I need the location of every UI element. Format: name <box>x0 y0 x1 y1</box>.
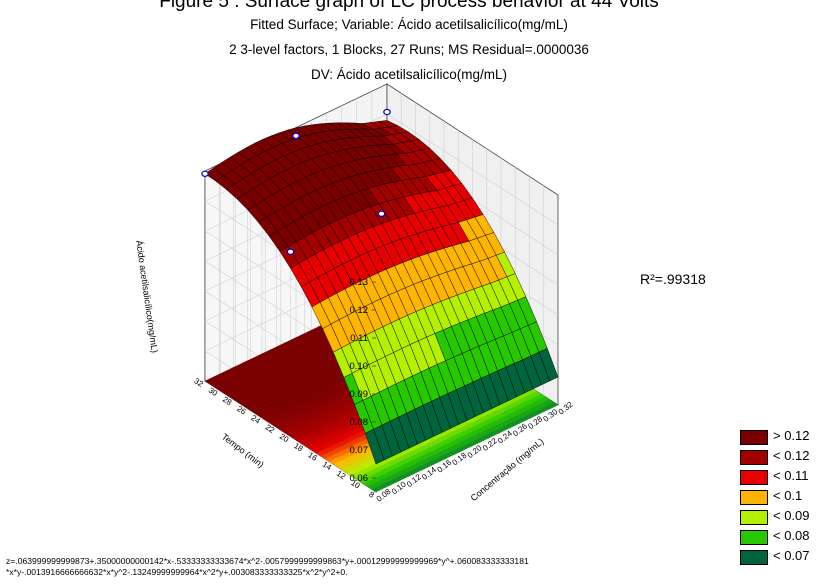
legend-label: < 0.07 <box>773 548 810 563</box>
observed-point <box>377 210 386 217</box>
legend-swatch <box>740 550 768 565</box>
grid-line <box>386 113 559 226</box>
z-tick-label: 0.08 <box>350 417 369 428</box>
fitted-surface <box>204 120 559 465</box>
observed-point <box>201 170 209 177</box>
chart-title-line-3: DV: Ácido acetilsalicílico(mg/mL) <box>310 67 508 82</box>
legend-label: < 0.11 <box>773 468 809 483</box>
equation-line-2: *x*y-.0013916666666632*x*y^2-.1324999999… <box>6 567 348 577</box>
z-tick-label: 0.13 <box>350 277 369 288</box>
legend-label: < 0.12 <box>773 448 810 463</box>
x-tick-label: 8 <box>367 490 376 500</box>
x-tick-label: 32 <box>192 376 205 389</box>
legend-swatch <box>740 510 768 525</box>
observed-point <box>286 248 295 255</box>
chart-title-line-1: Fitted Surface; Variable: Ácido acetilsa… <box>250 17 568 32</box>
legend-swatch <box>740 430 768 445</box>
z-tick-label: 0.06 <box>350 473 369 484</box>
z-axis-label: Ácido acetilsalicílico(mg/mL) <box>134 240 160 354</box>
z-tick-label: 0.07 <box>350 445 369 456</box>
figure-caption: Figure 5 : Surface graph of LC process b… <box>159 0 659 12</box>
legend-swatch <box>740 490 768 505</box>
y-tick-label: 0.32 <box>557 400 575 417</box>
legend-label: < 0.1 <box>773 488 803 503</box>
x-axis-label: Tempo (min) <box>220 432 266 470</box>
legend-swatch <box>740 450 768 465</box>
legend-label: < 0.09 <box>773 508 810 523</box>
legend-label: < 0.08 <box>773 528 810 543</box>
legend-swatch <box>740 530 768 545</box>
legend-swatch <box>740 470 768 485</box>
fitted-equation: z=.063999999999873+.35000000000142*x-.53… <box>6 556 529 578</box>
equation-line-1: z=.063999999999873+.35000000000142*x-.53… <box>6 556 529 566</box>
observed-point <box>383 108 391 116</box>
r-squared-label: R²=.99318 <box>640 271 706 287</box>
surface-cell <box>538 348 559 382</box>
z-tick-label: 0.09 <box>350 389 369 400</box>
z-tick-label: 0.12 <box>350 305 369 316</box>
observed-points <box>201 108 391 255</box>
z-tick-label: 0.10 <box>350 361 369 372</box>
chart-title-line-2: 2 3-level factors, 1 Blocks, 27 Runs; MS… <box>229 42 589 57</box>
observed-point <box>292 132 300 140</box>
z-tick-label: 0.11 <box>350 333 368 344</box>
legend-label: > 0.12 <box>773 428 810 443</box>
